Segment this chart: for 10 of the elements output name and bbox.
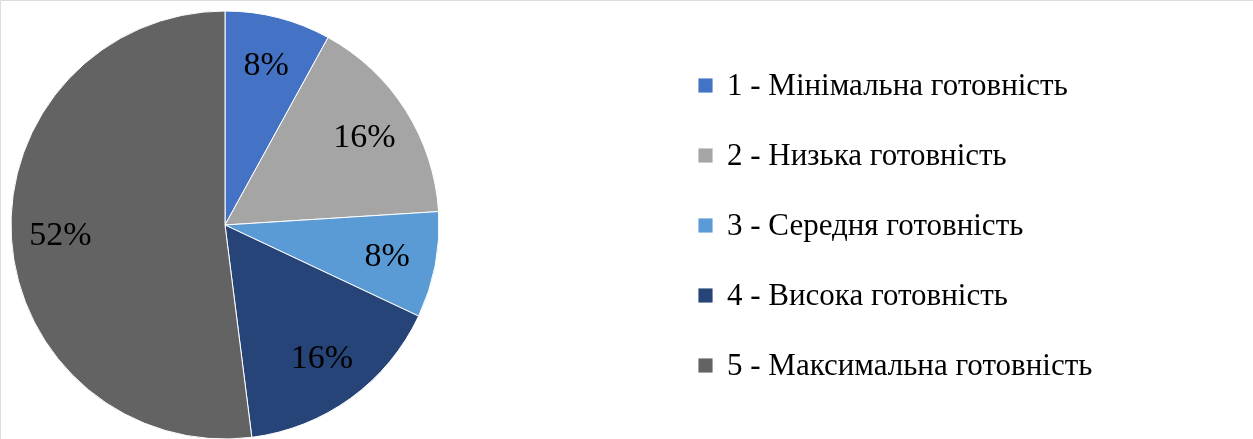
data-label: 8% [243,45,289,83]
legend-label: 2 - Низька готовність [727,136,1007,172]
legend-label: 4 - Висока готовність [727,276,1008,312]
data-label: 16% [290,338,354,376]
legend-label: 1 - Мінімальна готовність [727,66,1068,102]
data-label: 52% [29,215,92,253]
legend-label: 5 - Максимальна готовність [727,346,1093,382]
legend-label: 3 - Середня готовність [727,206,1024,242]
data-label: 8% [364,235,410,273]
data-label: 16% [333,116,396,154]
